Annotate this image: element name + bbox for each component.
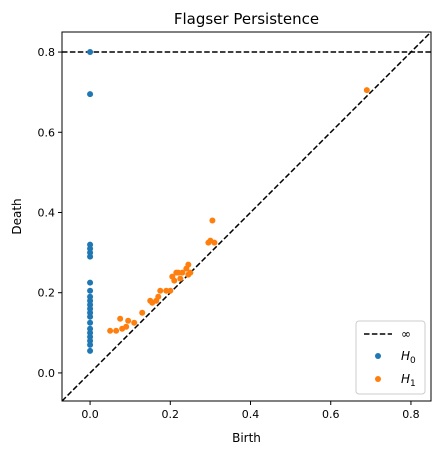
legend-frame xyxy=(355,320,426,395)
chart-title: Flagser Persistence xyxy=(174,10,319,28)
point-h0 xyxy=(87,313,94,320)
point-h1 xyxy=(173,269,180,276)
y-tick-label: 0.8 xyxy=(38,46,56,59)
point-h1 xyxy=(139,309,146,316)
point-h0 xyxy=(87,253,94,260)
point-h0 xyxy=(87,319,94,326)
point-h1 xyxy=(169,273,176,280)
y-tick-label: 0.2 xyxy=(38,287,56,300)
point-h1 xyxy=(125,317,132,324)
point-h0 xyxy=(87,287,94,294)
point-h0 xyxy=(87,341,94,348)
point-h1 xyxy=(183,265,190,272)
point-h1 xyxy=(209,217,216,224)
point-h0 xyxy=(87,279,94,286)
x-tick-label: 0.0 xyxy=(81,408,99,421)
legend: ∞ H0 H1 xyxy=(355,320,426,395)
point-h0 xyxy=(87,49,94,56)
y-axis-label: Death xyxy=(10,198,24,234)
point-h0 xyxy=(87,347,94,354)
legend-h0-marker xyxy=(375,353,381,359)
point-h1 xyxy=(363,87,370,94)
x-tick-label: 0.6 xyxy=(322,408,340,421)
x-tick-label: 0.8 xyxy=(402,408,420,421)
point-h1 xyxy=(185,271,192,278)
y-tick-label: 0.4 xyxy=(38,206,56,219)
point-h1 xyxy=(211,239,218,246)
point-h1 xyxy=(157,287,164,294)
axes: 0.0 0.2 0.4 0.6 0.8 0.0 0.2 0.4 0.6 0.8 xyxy=(38,46,420,421)
legend-h1-marker xyxy=(375,376,381,382)
point-h1 xyxy=(113,327,120,334)
point-h1 xyxy=(205,239,212,246)
plot-frame xyxy=(61,31,432,402)
x-tick-label: 0.4 xyxy=(242,408,260,421)
point-h1 xyxy=(149,299,156,306)
point-h1 xyxy=(117,315,124,322)
point-h1 xyxy=(163,287,170,294)
diagonal-line xyxy=(62,32,431,401)
y-tick-label: 0.0 xyxy=(38,367,56,380)
x-axis-label: Birth xyxy=(232,431,261,445)
point-h1 xyxy=(131,319,138,326)
legend-infinity-label: ∞ xyxy=(401,327,411,341)
x-tick-label: 0.2 xyxy=(162,408,180,421)
point-h1 xyxy=(177,275,184,282)
point-h0 xyxy=(87,91,94,98)
point-h1 xyxy=(119,325,126,332)
y-tick-label: 0.6 xyxy=(38,126,56,139)
plot-area xyxy=(62,32,431,401)
point-h1 xyxy=(107,327,114,334)
